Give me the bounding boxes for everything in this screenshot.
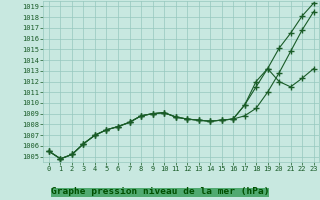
Text: Graphe pression niveau de la mer (hPa): Graphe pression niveau de la mer (hPa)	[51, 188, 269, 196]
